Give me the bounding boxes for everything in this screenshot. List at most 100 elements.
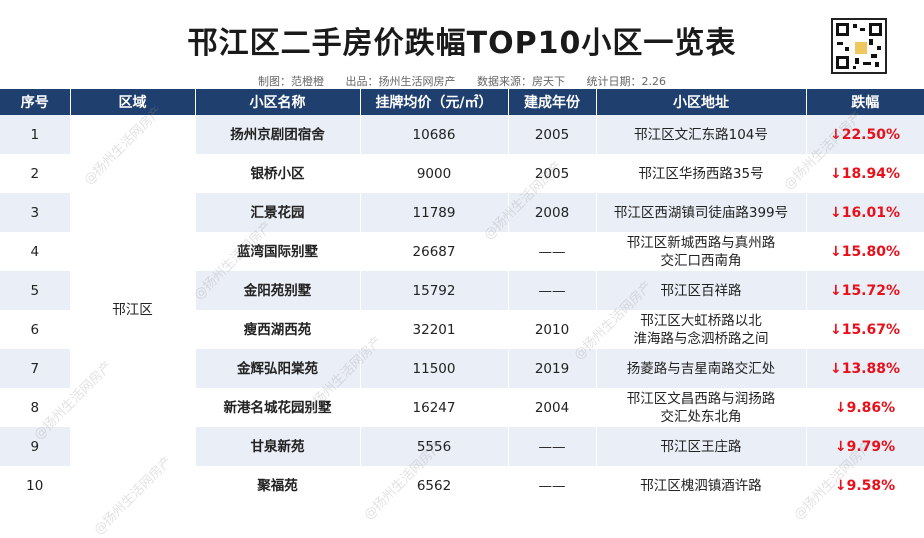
- qr-code-icon: [831, 18, 887, 74]
- cell-address: 邗江区文汇东路104号: [596, 115, 807, 154]
- cell-name: 瘦西湖西苑: [195, 310, 361, 349]
- cell-year: ——: [508, 232, 597, 271]
- address-line: 邗江区百祥路: [660, 282, 742, 299]
- table-row: 3 汇景花园 11789 2008 邗江区西湖镇司徒庙路399号 ↓16.01%: [0, 193, 924, 232]
- cell-no: 3: [0, 193, 71, 232]
- table-row: 9 甘泉新苑 5556 —— 邗江区王庄路 ↓9.79%: [0, 427, 924, 466]
- table-row: 1 邗江区 扬州京剧团宿舍 10686 2005 邗江区文汇东路104号 ↓22…: [0, 115, 924, 505]
- cell-price: 9000: [360, 154, 509, 193]
- cell-address: 邗江区新城西路与真州路 交汇口西南角: [596, 232, 807, 271]
- table-row: 7 金辉弘阳棠苑 11500 2019 扬菱路与吉星南路交汇处 ↓13.88%: [0, 349, 924, 388]
- cell-address: 扬菱路与吉星南路交汇处: [596, 349, 807, 388]
- table-row: 4 蓝湾国际别墅 26687 —— 邗江区新城西路与真州路 交汇口西南角 ↓15.…: [0, 232, 924, 271]
- cell-year: 2004: [508, 388, 597, 427]
- cell-no: 8: [0, 388, 71, 427]
- cell-price: 11789: [360, 193, 509, 232]
- cell-name: 甘泉新苑: [195, 427, 361, 466]
- cell-year: 2005: [508, 154, 597, 193]
- cell-drop: ↓15.67%: [806, 310, 924, 349]
- cell-year: 2005: [508, 115, 597, 154]
- header-drop: 跌幅: [806, 89, 924, 115]
- cell-address: 邗江区槐泗镇酒许路: [596, 466, 807, 505]
- cell-address: 邗江区文昌西路与润扬路 交汇处东北角: [596, 388, 807, 427]
- cell-no: 10: [0, 466, 71, 505]
- cell-price: 5556: [360, 427, 509, 466]
- table-row: 6 瘦西湖西苑 32201 2010 邗江区大虹桥路以北 淮海路与念泗桥路之间 ↓…: [0, 310, 924, 349]
- cell-drop: ↓15.80%: [806, 232, 924, 271]
- address-line: 邗江区文汇东路104号: [634, 126, 768, 143]
- cell-year: 2008: [508, 193, 597, 232]
- cell-name: 聚福苑: [195, 466, 361, 505]
- cell-drop: ↓18.94%: [806, 154, 924, 193]
- cell-no: 4: [0, 232, 71, 271]
- table-header-row: 序号 区域 小区名称 挂牌均价（元/㎡） 建成年份 小区地址 跌幅: [0, 89, 924, 115]
- cell-price: 15792: [360, 271, 509, 310]
- cell-name: 新港名城花园别墅: [195, 388, 361, 427]
- cell-year: ——: [508, 427, 597, 466]
- address-line: 交汇口西南角: [660, 252, 742, 269]
- cell-price: 10686: [360, 115, 509, 154]
- table-row: 2 银桥小区 9000 2005 邗江区华扬西路35号 ↓18.94%: [0, 154, 924, 193]
- address-line: 淮海路与念泗桥路之间: [633, 330, 769, 347]
- address-line: 邗江区新城西路与真州路: [626, 234, 776, 251]
- meta-date: 统计日期：2.26: [586, 75, 667, 88]
- header-year: 建成年份: [508, 89, 597, 115]
- table-row: 8 新港名城花园别墅 16247 2004 邗江区文昌西路与润扬路 交汇处东北角 …: [0, 388, 924, 427]
- cell-name: 金辉弘阳棠苑: [195, 349, 361, 388]
- cell-name: 汇景花园: [195, 193, 361, 232]
- cell-no: 5: [0, 271, 71, 310]
- cell-year: 2019: [508, 349, 597, 388]
- cell-no: 7: [0, 349, 71, 388]
- page-title: 邗江区二手房价跌幅TOP10小区一览表: [187, 26, 737, 61]
- cell-name: 金阳苑别墅: [195, 271, 361, 310]
- cell-drop: ↓13.88%: [806, 349, 924, 388]
- cell-year: 2010: [508, 310, 597, 349]
- address-line: 邗江区槐泗镇酒许路: [640, 477, 762, 494]
- cell-address: 邗江区大虹桥路以北 淮海路与念泗桥路之间: [596, 310, 807, 349]
- meta-publisher: 出品：扬州生活网房产: [345, 75, 456, 88]
- cell-drop: ↓16.01%: [806, 193, 924, 232]
- cell-no: 9: [0, 427, 71, 466]
- cell-name: 银桥小区: [195, 154, 361, 193]
- cell-region: 邗江区: [70, 115, 196, 505]
- price-drop-table: 序号 区域 小区名称 挂牌均价（元/㎡） 建成年份 小区地址 跌幅 1 邗江区 …: [0, 89, 924, 505]
- cell-name: 扬州京剧团宿舍: [195, 115, 361, 154]
- cell-drop: ↓9.58%: [806, 466, 924, 505]
- address-line: 扬菱路与吉星南路交汇处: [626, 360, 776, 377]
- cell-year: ——: [508, 466, 597, 505]
- cell-no: 6: [0, 310, 71, 349]
- cell-address: 邗江区王庄路: [596, 427, 807, 466]
- cell-price: 11500: [360, 349, 509, 388]
- address-line: 邗江区西湖镇司徒庙路399号: [613, 204, 789, 221]
- cell-price: 32201: [360, 310, 509, 349]
- meta-source: 数据来源：房天下: [477, 75, 565, 88]
- header-name: 小区名称: [195, 89, 361, 115]
- cell-price: 26687: [360, 232, 509, 271]
- meta-maker: 制图：范橙橙: [258, 75, 324, 88]
- address-line: 邗江区华扬西路35号: [638, 165, 764, 182]
- cell-price: 6562: [360, 466, 509, 505]
- meta-line: 制图：范橙橙 出品：扬州生活网房产 数据来源：房天下 统计日期：2.26: [0, 73, 924, 89]
- header-address: 小区地址: [596, 89, 807, 115]
- header-region: 区域: [70, 89, 196, 115]
- address-line: 邗江区文昌西路与润扬路: [626, 390, 776, 407]
- cell-price: 16247: [360, 388, 509, 427]
- address-line: 交汇处东北角: [660, 408, 742, 425]
- cell-drop: ↓9.79%: [806, 427, 924, 466]
- header-price: 挂牌均价（元/㎡）: [360, 89, 509, 115]
- cell-drop: ↓15.72%: [806, 271, 924, 310]
- cell-drop: ↓9.86%: [806, 388, 924, 427]
- cell-no: 1: [0, 115, 71, 154]
- cell-no: 2: [0, 154, 71, 193]
- cell-name: 蓝湾国际别墅: [195, 232, 361, 271]
- cell-year: ——: [508, 271, 597, 310]
- cell-address: 邗江区西湖镇司徒庙路399号: [596, 193, 807, 232]
- header-no: 序号: [0, 89, 71, 115]
- cell-drop: ↓22.50%: [806, 115, 924, 154]
- table-row: 10 聚福苑 6562 —— 邗江区槐泗镇酒许路 ↓9.58%: [0, 466, 924, 505]
- address-line: 邗江区大虹桥路以北: [640, 312, 762, 329]
- table-row: 5 金阳苑别墅 15792 —— 邗江区百祥路 ↓15.72%: [0, 271, 924, 310]
- address-line: 邗江区王庄路: [660, 438, 742, 455]
- cell-address: 邗江区百祥路: [596, 271, 807, 310]
- cell-address: 邗江区华扬西路35号: [596, 154, 807, 193]
